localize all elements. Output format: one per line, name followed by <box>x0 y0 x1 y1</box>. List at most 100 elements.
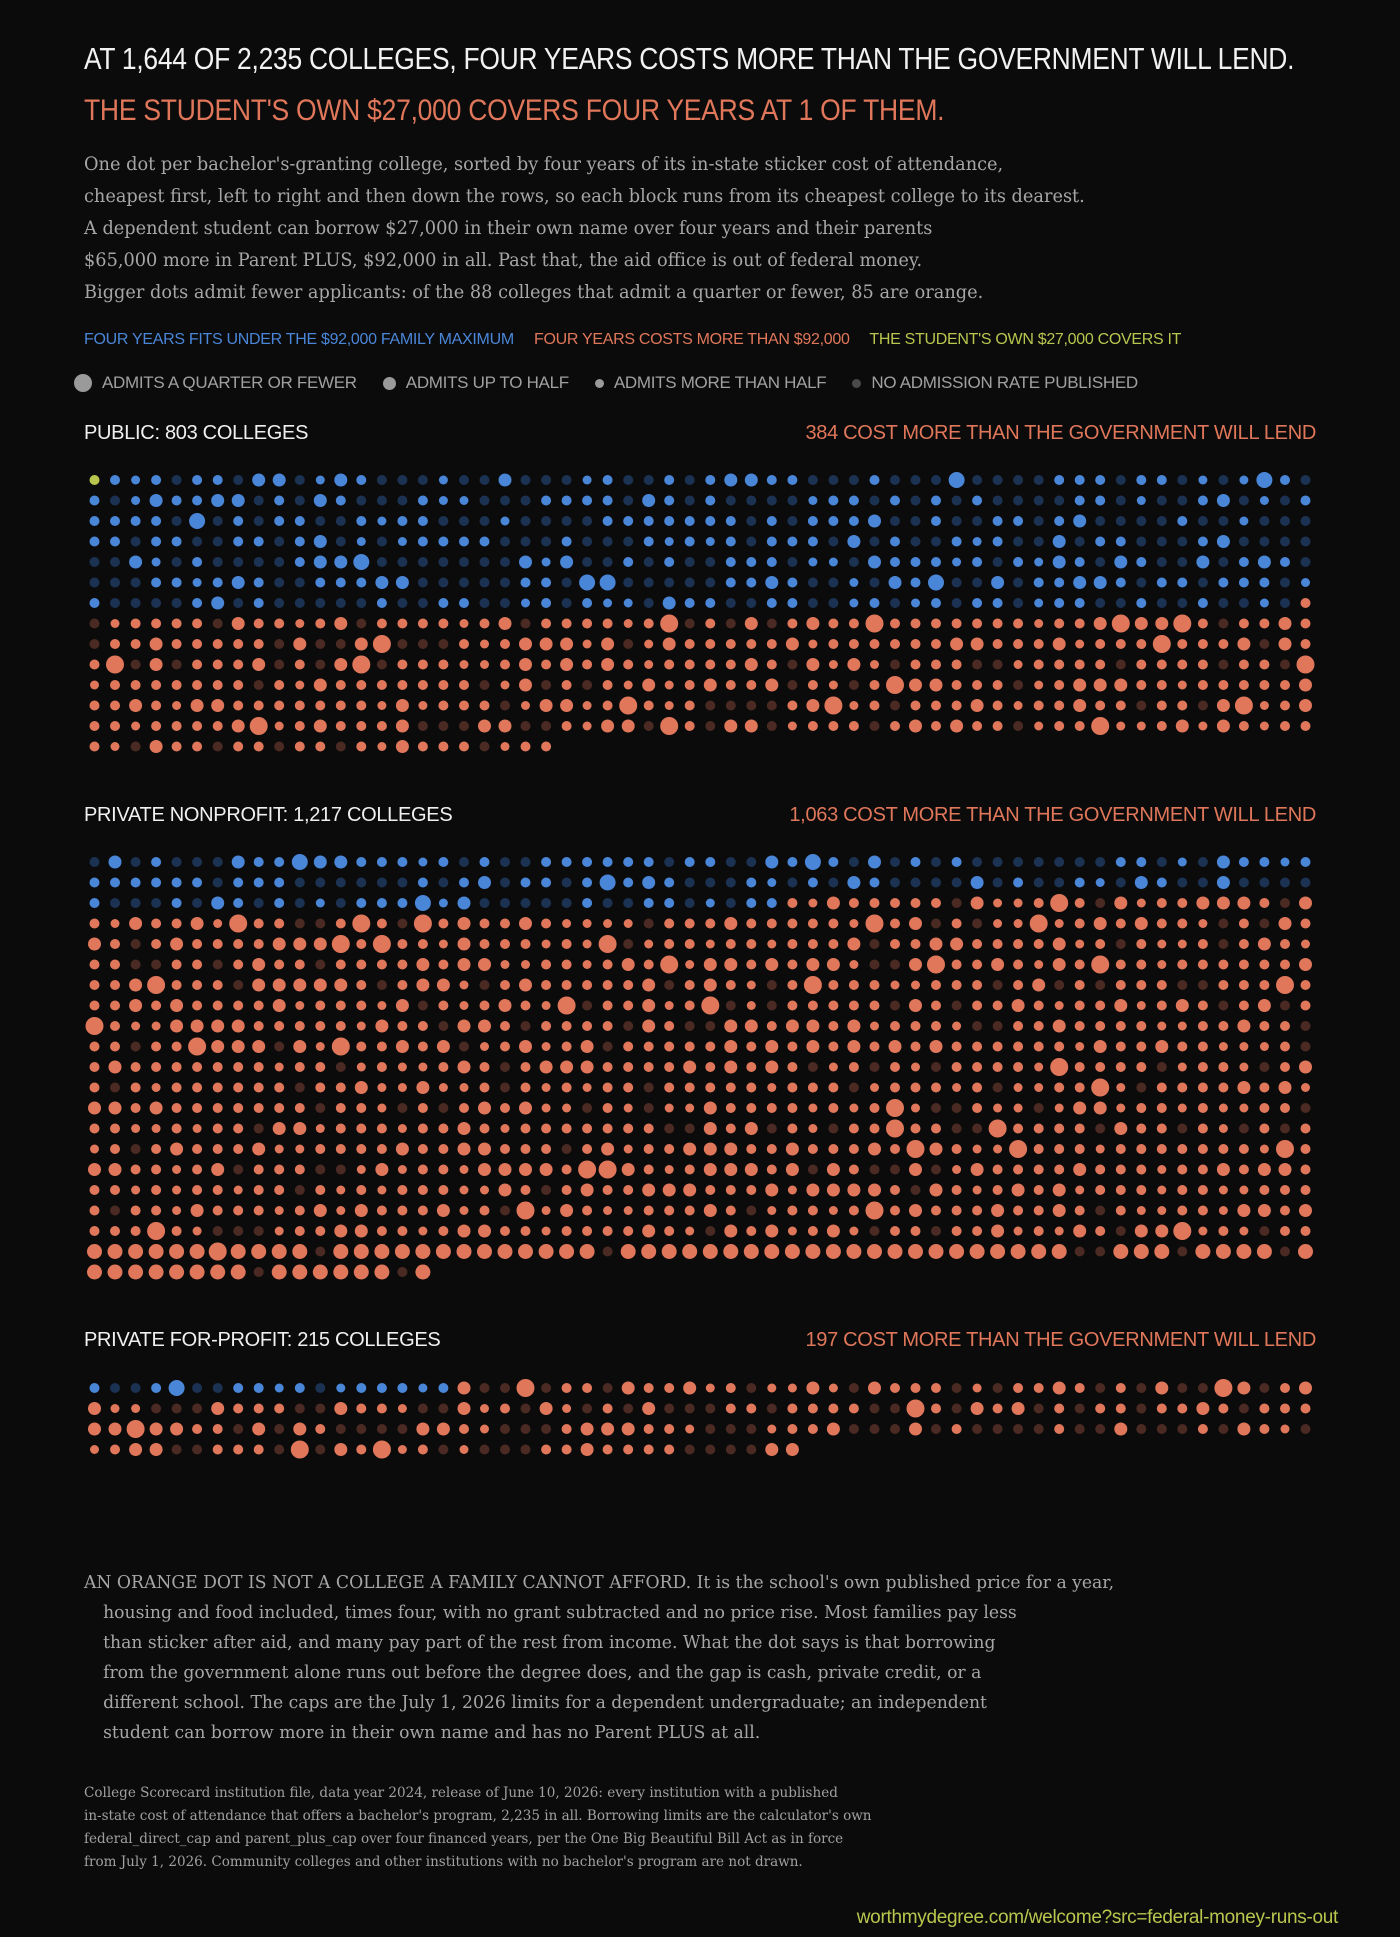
college-dot <box>580 1183 594 1197</box>
college-dot <box>684 618 695 629</box>
college-dot <box>664 877 675 888</box>
college-dot <box>129 917 143 930</box>
college-dot <box>438 1062 449 1072</box>
college-dot <box>233 598 244 608</box>
college-dot <box>928 574 944 591</box>
college-dot <box>664 1226 675 1236</box>
college-dot <box>457 1122 471 1135</box>
college-dot <box>847 876 861 889</box>
college-dot <box>561 495 572 506</box>
college-dot <box>869 1000 880 1011</box>
college-dot <box>766 980 777 990</box>
college-dot <box>520 1144 531 1154</box>
college-dot <box>929 937 943 951</box>
college-dot <box>1237 1381 1251 1395</box>
college-dot <box>541 1103 551 1113</box>
college-dot <box>459 1206 469 1215</box>
public-section-title: PUBLIC: 803 COLLEGES <box>84 422 309 444</box>
college-dot <box>643 1205 654 1216</box>
college-dot <box>1013 701 1023 710</box>
college-dot <box>765 678 779 692</box>
college-dot <box>212 1062 223 1072</box>
college-dot <box>787 857 798 867</box>
college-dot <box>1115 639 1126 649</box>
college-dot <box>785 1019 799 1033</box>
college-dot <box>765 576 779 589</box>
college-dot <box>1095 980 1106 990</box>
college-dot <box>849 578 859 587</box>
college-dot <box>1300 516 1311 526</box>
college-dot <box>500 877 510 888</box>
college-dot <box>1156 1000 1167 1011</box>
college-dot <box>806 1381 820 1395</box>
college-dot <box>1033 639 1044 649</box>
college-dot <box>1054 659 1065 670</box>
college-dot <box>725 577 736 588</box>
college-dot <box>766 536 777 547</box>
college-dot <box>520 577 531 588</box>
college-dot <box>189 1264 205 1280</box>
college-dot <box>130 1164 141 1175</box>
dot-grid-chart <box>85 472 1315 1459</box>
college-dot <box>1033 1103 1044 1113</box>
college-dot <box>233 1226 244 1236</box>
college-dot <box>951 618 962 629</box>
college-dot <box>684 680 695 690</box>
college-dot <box>1300 495 1311 506</box>
college-dot <box>315 1246 326 1257</box>
college-dot <box>416 1422 430 1436</box>
college-dot <box>1259 1383 1270 1393</box>
college-dot <box>520 495 531 506</box>
college-dot <box>1177 680 1187 690</box>
college-dot <box>500 1444 510 1455</box>
college-dot <box>1052 958 1066 971</box>
college-dot <box>1136 659 1147 670</box>
college-dot <box>949 1244 965 1259</box>
college-dot <box>89 1082 100 1093</box>
college-dot <box>931 700 941 711</box>
college-dot <box>684 1000 695 1011</box>
college-dot <box>500 898 510 908</box>
college-dot <box>1218 1226 1229 1236</box>
college-dot <box>500 1082 510 1093</box>
college-dot <box>375 576 389 589</box>
college-dot <box>684 475 695 485</box>
college-dot <box>765 1443 779 1456</box>
college-dot <box>948 472 965 488</box>
college-dot <box>580 1060 594 1074</box>
college-dot <box>1296 655 1315 674</box>
college-dot <box>520 1185 531 1195</box>
college-dot <box>1280 1000 1290 1011</box>
college-dot <box>233 700 244 711</box>
college-dot <box>1278 1163 1292 1176</box>
college-dot <box>1259 618 1270 629</box>
college-dot <box>397 475 408 485</box>
college-dot <box>582 618 593 629</box>
footer-link[interactable]: worthmydegree.com/welcome?src=federal-mo… <box>856 1907 1339 1928</box>
college-dot <box>890 959 900 970</box>
college-dot <box>807 598 818 608</box>
college-dot <box>479 598 490 608</box>
college-dot <box>705 700 716 711</box>
college-dot <box>89 536 100 547</box>
college-dot <box>1278 917 1292 930</box>
college-dot <box>192 1444 203 1455</box>
college-dot <box>294 516 305 526</box>
college-dot <box>1280 898 1290 908</box>
college-dot <box>315 1124 325 1133</box>
college-dot <box>356 959 367 970</box>
college-dot <box>1280 1103 1290 1113</box>
college-dot <box>602 1021 613 1031</box>
college-dot <box>212 1383 223 1393</box>
college-dot <box>623 877 634 888</box>
college-dot <box>417 721 428 731</box>
college-dot <box>972 1424 983 1434</box>
college-dot <box>212 721 223 731</box>
college-dot <box>1013 557 1024 567</box>
college-dot <box>1237 1081 1251 1094</box>
college-dot <box>869 495 880 506</box>
college-dot <box>684 1164 695 1175</box>
college-dot <box>972 598 983 608</box>
college-dot <box>909 1163 922 1176</box>
college-dot <box>1301 939 1310 949</box>
